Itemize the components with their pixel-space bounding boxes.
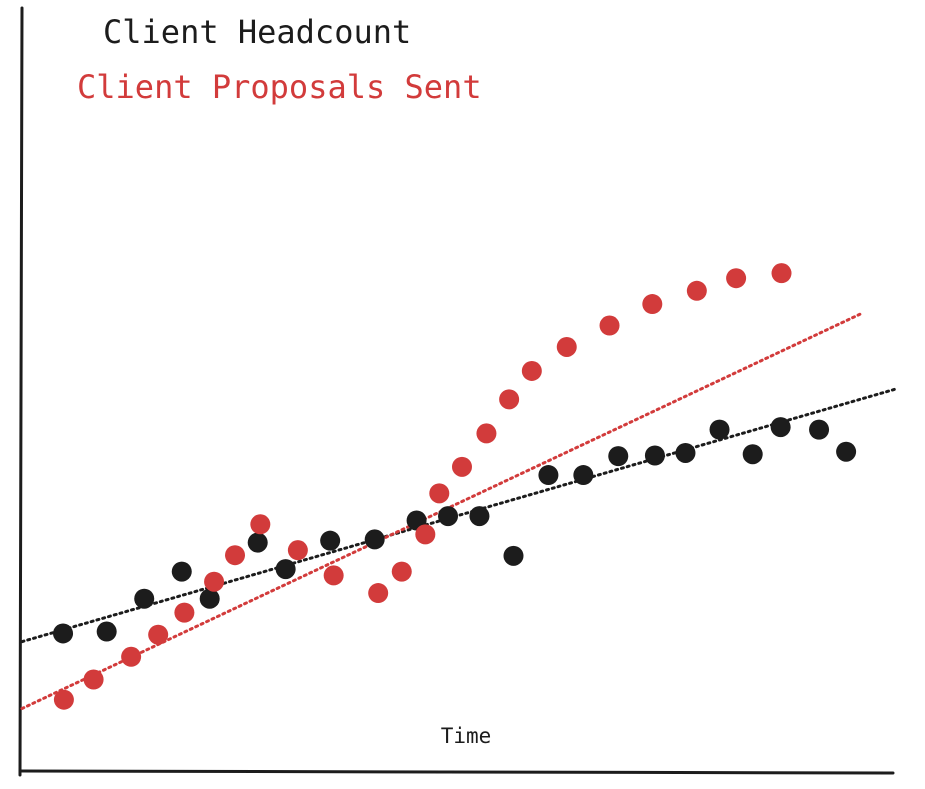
point-client-headcount-11 xyxy=(469,506,490,527)
point-client-headcount-2 xyxy=(134,588,155,609)
point-client-headcount-19 xyxy=(742,444,763,465)
point-client-headcount-12 xyxy=(503,545,524,566)
point-client-proposals-sent-12 xyxy=(415,524,436,545)
point-client-proposals-sent-20 xyxy=(642,294,663,315)
point-client-proposals-sent-10 xyxy=(368,583,389,604)
point-client-proposals-sent-13 xyxy=(429,483,450,504)
point-client-headcount-21 xyxy=(809,419,830,440)
point-client-headcount-1 xyxy=(96,621,117,642)
point-client-proposals-sent-11 xyxy=(391,561,412,582)
point-client-proposals-sent-2 xyxy=(121,646,142,667)
point-client-headcount-10 xyxy=(438,506,459,527)
point-client-proposals-sent-3 xyxy=(148,624,169,645)
point-client-proposals-sent-16 xyxy=(499,389,520,410)
point-client-headcount-8 xyxy=(364,529,385,550)
point-client-proposals-sent-21 xyxy=(686,280,707,301)
point-client-headcount-4 xyxy=(199,588,220,609)
point-client-headcount-18 xyxy=(709,419,730,440)
point-client-proposals-sent-14 xyxy=(451,456,472,477)
point-client-headcount-14 xyxy=(573,465,594,486)
point-client-proposals-sent-9 xyxy=(323,565,344,586)
point-client-headcount-17 xyxy=(675,442,696,463)
data-points xyxy=(53,263,857,710)
point-client-headcount-13 xyxy=(538,465,559,486)
trendlines xyxy=(20,312,897,711)
point-client-proposals-sent-6 xyxy=(225,545,246,566)
point-client-headcount-16 xyxy=(644,445,665,466)
point-client-proposals-sent-5 xyxy=(204,571,225,592)
point-client-headcount-7 xyxy=(320,530,341,551)
point-client-headcount-0 xyxy=(53,623,74,644)
point-client-proposals-sent-4 xyxy=(174,602,195,623)
x-axis-label: Time xyxy=(441,724,492,748)
point-client-proposals-sent-0 xyxy=(53,689,74,710)
legend-entry-client-headcount: Client Headcount xyxy=(103,13,411,51)
point-client-proposals-sent-18 xyxy=(556,336,577,357)
point-client-headcount-5 xyxy=(247,532,268,553)
point-client-headcount-15 xyxy=(608,446,629,467)
x-axis-line xyxy=(18,769,895,775)
y-axis-line xyxy=(18,6,24,777)
point-client-proposals-sent-15 xyxy=(476,423,497,444)
legend-entry-client-proposals-sent: Client Proposals Sent xyxy=(77,68,482,106)
point-client-headcount-22 xyxy=(836,441,857,462)
point-client-headcount-3 xyxy=(171,561,192,582)
point-client-proposals-sent-8 xyxy=(287,540,308,561)
point-client-proposals-sent-1 xyxy=(83,669,104,690)
point-client-proposals-sent-19 xyxy=(599,315,620,336)
point-client-headcount-6 xyxy=(275,559,296,580)
point-client-proposals-sent-17 xyxy=(521,360,542,381)
point-client-proposals-sent-23 xyxy=(771,263,792,284)
point-client-headcount-20 xyxy=(770,417,791,438)
point-client-proposals-sent-7 xyxy=(250,514,271,535)
trendline-client-headcount xyxy=(20,387,897,644)
point-client-proposals-sent-22 xyxy=(726,268,747,289)
